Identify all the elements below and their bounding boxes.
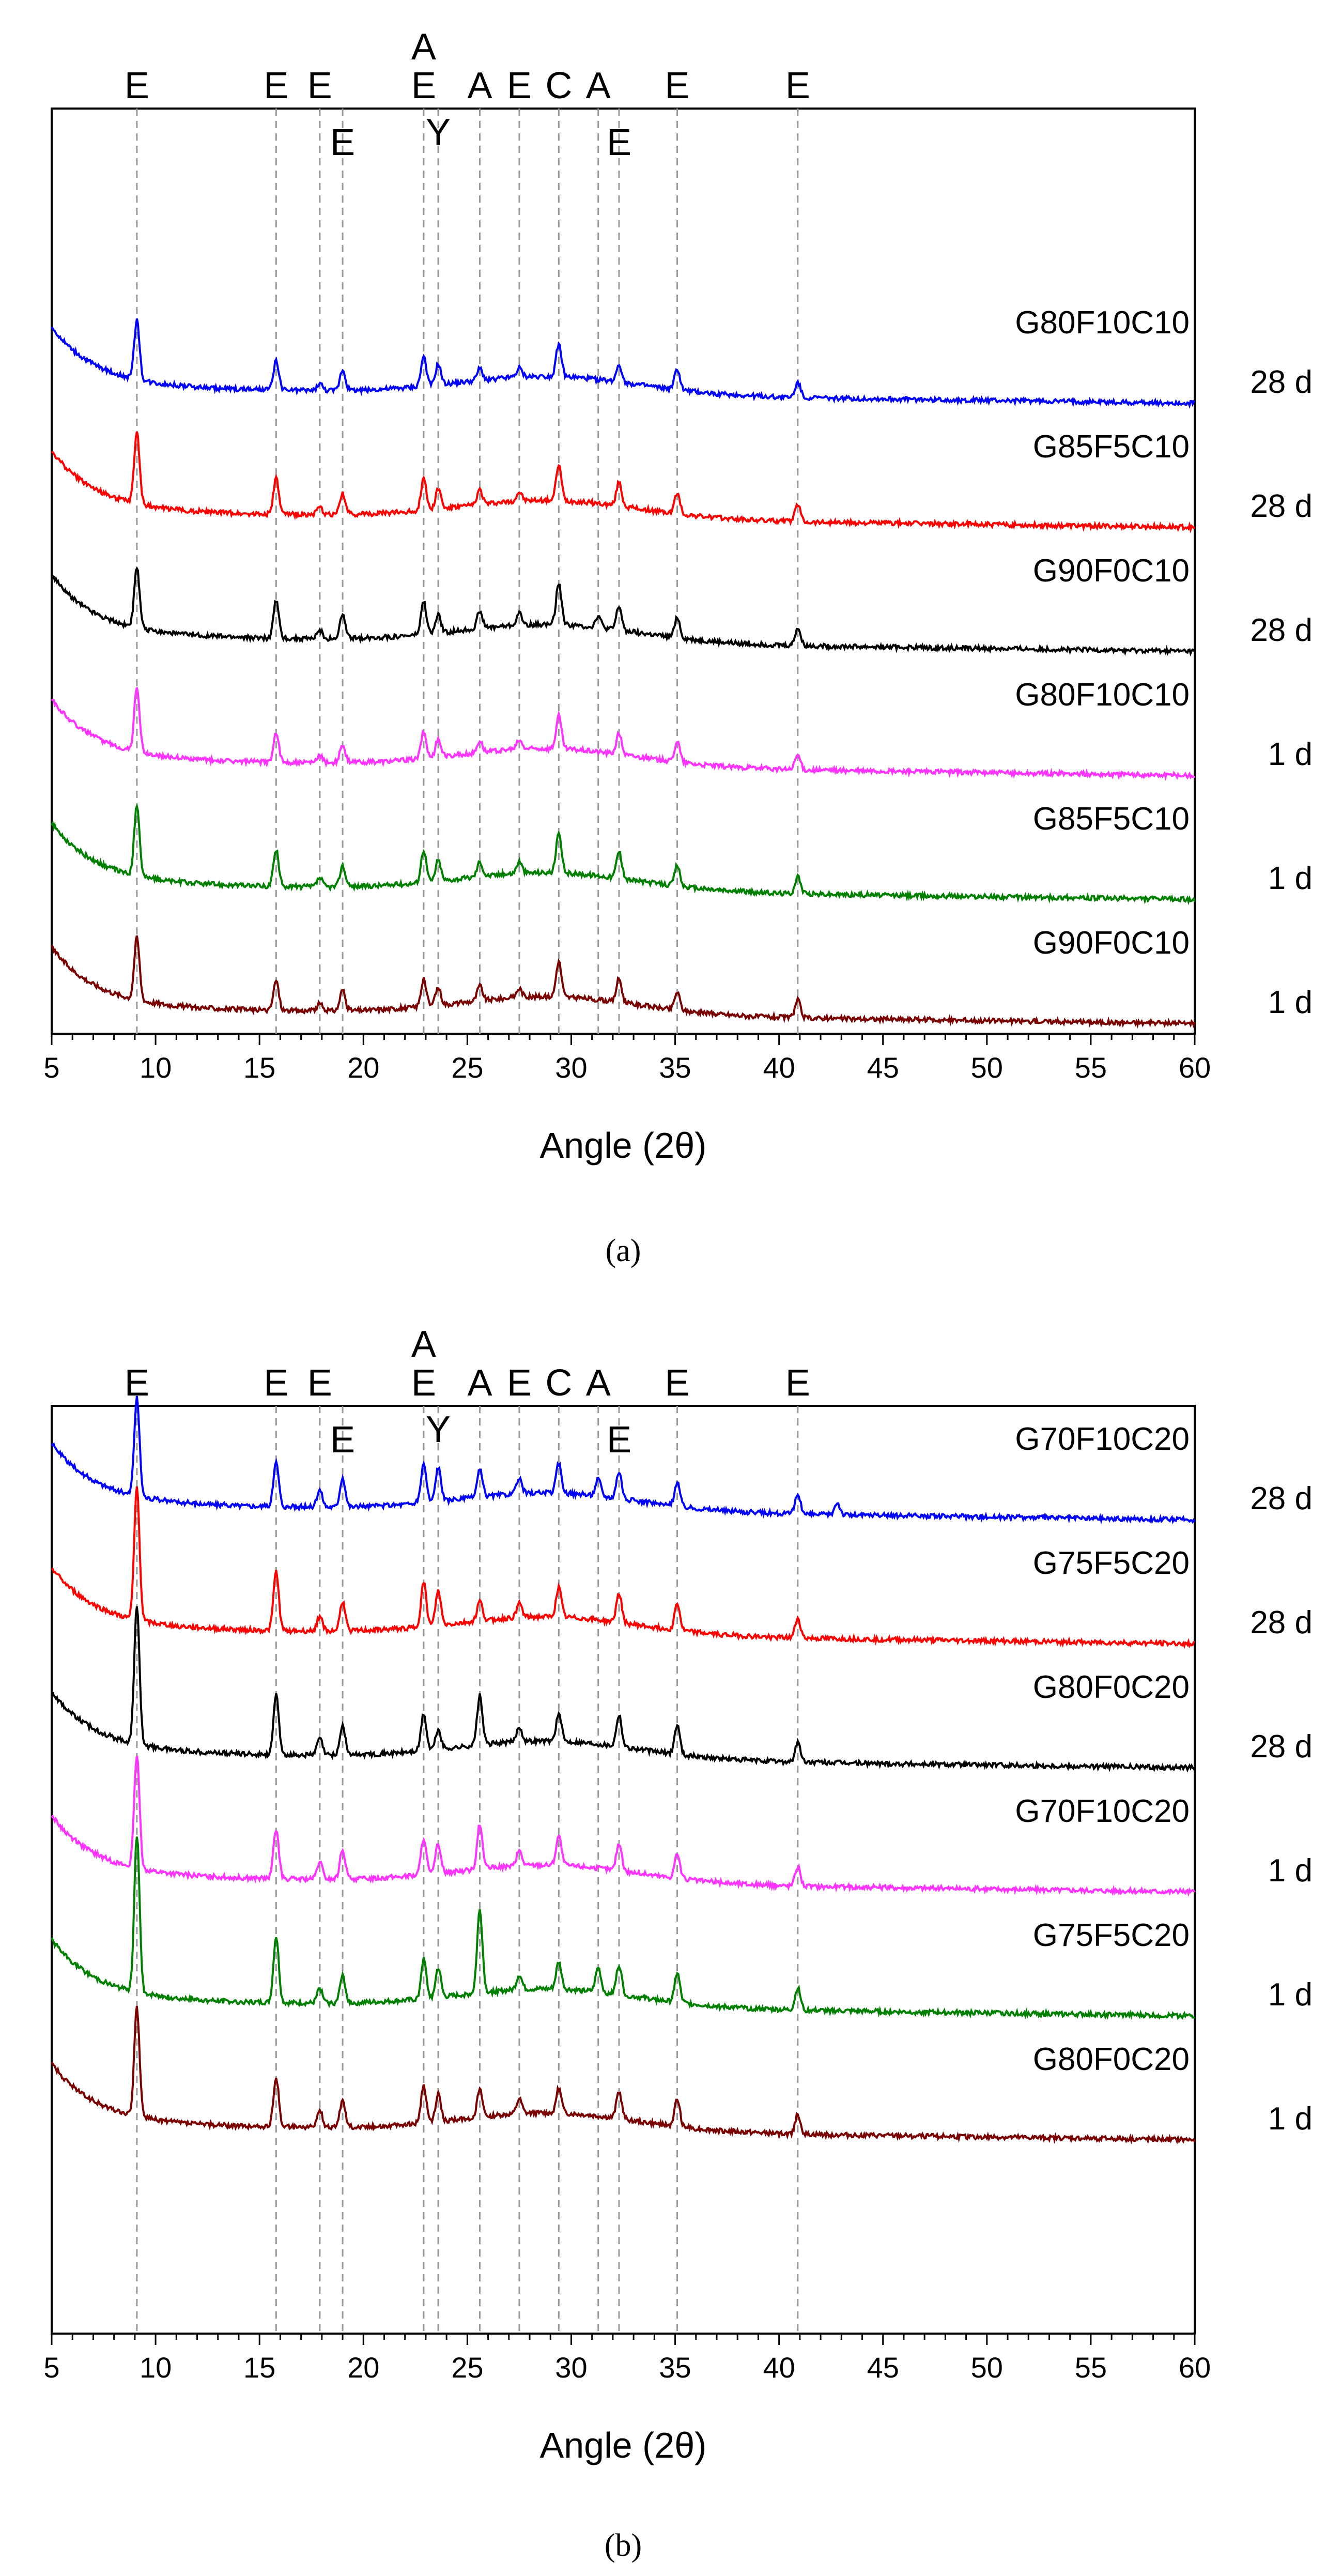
phase-label: Y [426, 1409, 451, 1450]
series-line [51, 318, 1195, 409]
series-age-label: 28 d [1250, 364, 1313, 400]
x-tick-label: 50 [971, 1051, 1003, 1084]
series-age-label: 1 d [1268, 2101, 1313, 2137]
series-line [51, 2005, 1196, 2145]
phase-label: E [607, 1419, 631, 1461]
phase-label: E [785, 65, 810, 106]
phase-label: E [607, 122, 631, 163]
phase-label: Y [426, 112, 451, 153]
x-tick-label: 25 [451, 1051, 483, 1084]
phase-label: A [467, 1362, 492, 1404]
panel-label: (b) [605, 2528, 642, 2563]
x-tick-label: 35 [659, 2351, 691, 2384]
series-age-label: 28 d [1250, 1605, 1313, 1640]
series-label: G80F0C20 [1033, 1669, 1190, 1705]
series-age-label: 1 d [1268, 985, 1313, 1020]
series-label: G85F5C10 [1033, 801, 1190, 837]
series-line [51, 935, 1196, 1029]
series-line [51, 1606, 1196, 1773]
series-age-label: 28 d [1250, 612, 1313, 648]
x-tick-label: 30 [555, 1051, 587, 1084]
x-tick-label: 5 [43, 2351, 59, 2384]
x-tick-label: 45 [867, 2351, 899, 2384]
phase-label: A [586, 65, 611, 106]
x-tick-label: 60 [1179, 2351, 1211, 2384]
x-tick-label: 50 [971, 2351, 1003, 2384]
series-label: G90F0C10 [1033, 553, 1190, 589]
x-tick-label: 15 [243, 1051, 275, 1084]
series-label: G80F10C10 [1015, 677, 1190, 713]
x-axis-label: Angle (2θ) [540, 1125, 707, 1166]
x-tick-label: 5 [43, 1051, 59, 1084]
phase-label: C [545, 65, 572, 106]
series-line [51, 1486, 1195, 1649]
phase-label: A [586, 1362, 611, 1404]
phase-label: E [307, 65, 332, 106]
phase-label: E [330, 122, 355, 163]
series-age-label: 28 d [1250, 488, 1313, 524]
phase-label: E [665, 1362, 690, 1404]
panel-label: (a) [606, 1233, 641, 1268]
x-tick-label: 35 [659, 1051, 691, 1084]
series-label: G75F5C20 [1033, 1918, 1190, 1953]
phase-label: E [507, 65, 532, 106]
x-axis-label: Angle (2θ) [540, 2425, 707, 2465]
series-line [51, 431, 1196, 534]
phase-label: C [545, 1362, 572, 1404]
phase-label: E [785, 1362, 810, 1404]
series-line [51, 1836, 1195, 2020]
phase-label: A [467, 65, 492, 106]
x-tick-label: 20 [347, 2351, 379, 2384]
series-line [51, 1396, 1196, 1525]
phase-label: E [330, 1419, 355, 1461]
series-age-label: 28 d [1250, 1481, 1313, 1516]
series-age-label: 1 d [1268, 737, 1313, 772]
series-label: G70F10C20 [1015, 1421, 1190, 1457]
phase-label: A [411, 1324, 436, 1365]
x-tick-label: 55 [1075, 2351, 1107, 2384]
series-label: G70F10C20 [1015, 1793, 1190, 1829]
x-tick-label: 25 [451, 2351, 483, 2384]
series-age-label: 1 d [1268, 1977, 1313, 2013]
series-label: G90F0C10 [1033, 925, 1190, 961]
series-age-label: 28 d [1250, 1729, 1313, 1765]
phase-label: E [507, 1362, 532, 1404]
phase-label: E [411, 1362, 436, 1404]
x-tick-label: 40 [763, 1051, 795, 1084]
series-label: G85F5C10 [1033, 429, 1190, 465]
x-tick-label: 55 [1075, 1051, 1107, 1084]
series-age-label: 1 d [1268, 861, 1313, 896]
phase-label: A [411, 26, 436, 68]
series-line [51, 1756, 1196, 1897]
series-label: G75F5C20 [1033, 1545, 1190, 1581]
x-tick-label: 15 [243, 2351, 275, 2384]
plot-frame [51, 108, 1196, 1035]
phase-label: E [665, 65, 690, 106]
phase-label: E [411, 65, 436, 106]
plot-frame [51, 1405, 1196, 2335]
series-label: G80F0C20 [1033, 2042, 1190, 2077]
phase-label: E [264, 1362, 288, 1404]
series-label: G80F10C10 [1015, 305, 1190, 341]
x-tick-label: 60 [1179, 1051, 1211, 1084]
series-line [51, 803, 1196, 906]
x-tick-label: 10 [140, 2351, 172, 2384]
series-line [51, 687, 1195, 781]
phase-label: E [125, 65, 149, 106]
x-tick-label: 40 [763, 2351, 795, 2384]
phase-label: E [307, 1362, 332, 1404]
series-age-label: 1 d [1268, 1853, 1313, 1889]
x-tick-label: 30 [555, 2351, 587, 2384]
x-tick-label: 45 [867, 1051, 899, 1084]
series-line [51, 566, 1196, 657]
x-tick-label: 10 [140, 1051, 172, 1084]
phase-label: E [264, 65, 288, 106]
x-tick-label: 20 [347, 1051, 379, 1084]
